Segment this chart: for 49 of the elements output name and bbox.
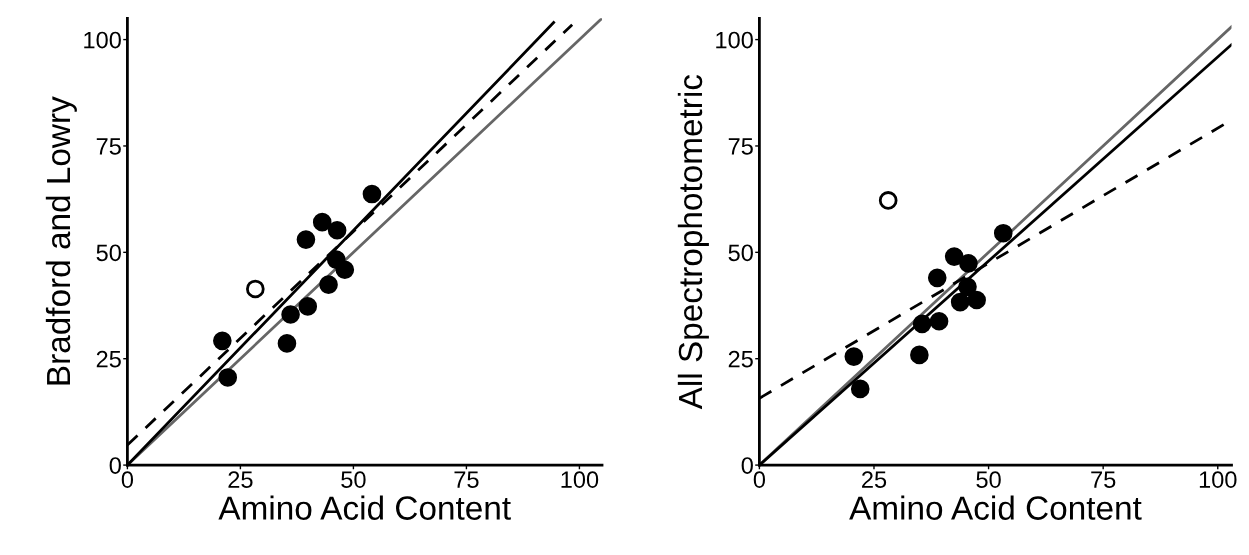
point — [335, 260, 355, 280]
y-tick-label: 50 — [96, 244, 121, 262]
y-tick-label: 25 — [96, 350, 121, 368]
point — [929, 311, 949, 331]
y-tick-label: 75 — [728, 138, 753, 155]
y-axis-title: All Spectrophotometric — [677, 74, 709, 410]
x-tick-label: 100 — [561, 471, 599, 488]
point — [281, 305, 300, 324]
x-tick-label: 0 — [753, 471, 766, 488]
point — [927, 268, 947, 288]
y-tick-label: 100 — [84, 31, 121, 49]
point — [967, 290, 986, 310]
point — [850, 379, 870, 399]
point — [878, 191, 898, 210]
y-tick-label: 25 — [728, 350, 753, 368]
point — [910, 345, 929, 365]
x-tick-label: 0 — [121, 471, 134, 488]
x-tick-label: 25 — [228, 471, 253, 488]
point — [298, 297, 318, 316]
y-tick-label: 50 — [728, 244, 753, 262]
point — [950, 292, 970, 312]
point — [312, 212, 332, 232]
point — [296, 230, 316, 249]
point — [993, 223, 1013, 243]
x-tick-label: 50 — [341, 471, 366, 488]
point — [959, 254, 978, 273]
x-tick-label: 75 — [1091, 471, 1116, 488]
x-tick-label: 100 — [1199, 471, 1237, 488]
point — [327, 220, 347, 240]
y-tick-label: 75 — [96, 138, 121, 155]
x-axis-title: Amino Acid Content — [218, 495, 511, 520]
point — [958, 277, 977, 297]
x-tick-label: 50 — [976, 471, 1001, 488]
point — [277, 334, 297, 353]
point — [844, 347, 864, 366]
x-tick-label: 75 — [454, 471, 479, 488]
point — [319, 275, 338, 294]
point — [218, 368, 238, 387]
x-axis-title: Amino Acid Content — [849, 495, 1142, 520]
y-tick-label: 0 — [109, 457, 121, 474]
point — [944, 247, 964, 266]
y-tick-label: 100 — [716, 31, 753, 49]
x-tick-label: 25 — [862, 471, 887, 488]
point — [213, 331, 232, 351]
point — [912, 314, 932, 334]
point — [362, 184, 382, 204]
y-axis-title: Bradford and Lowry — [45, 96, 77, 385]
y-tick-label: 0 — [741, 457, 753, 474]
point — [246, 279, 265, 299]
